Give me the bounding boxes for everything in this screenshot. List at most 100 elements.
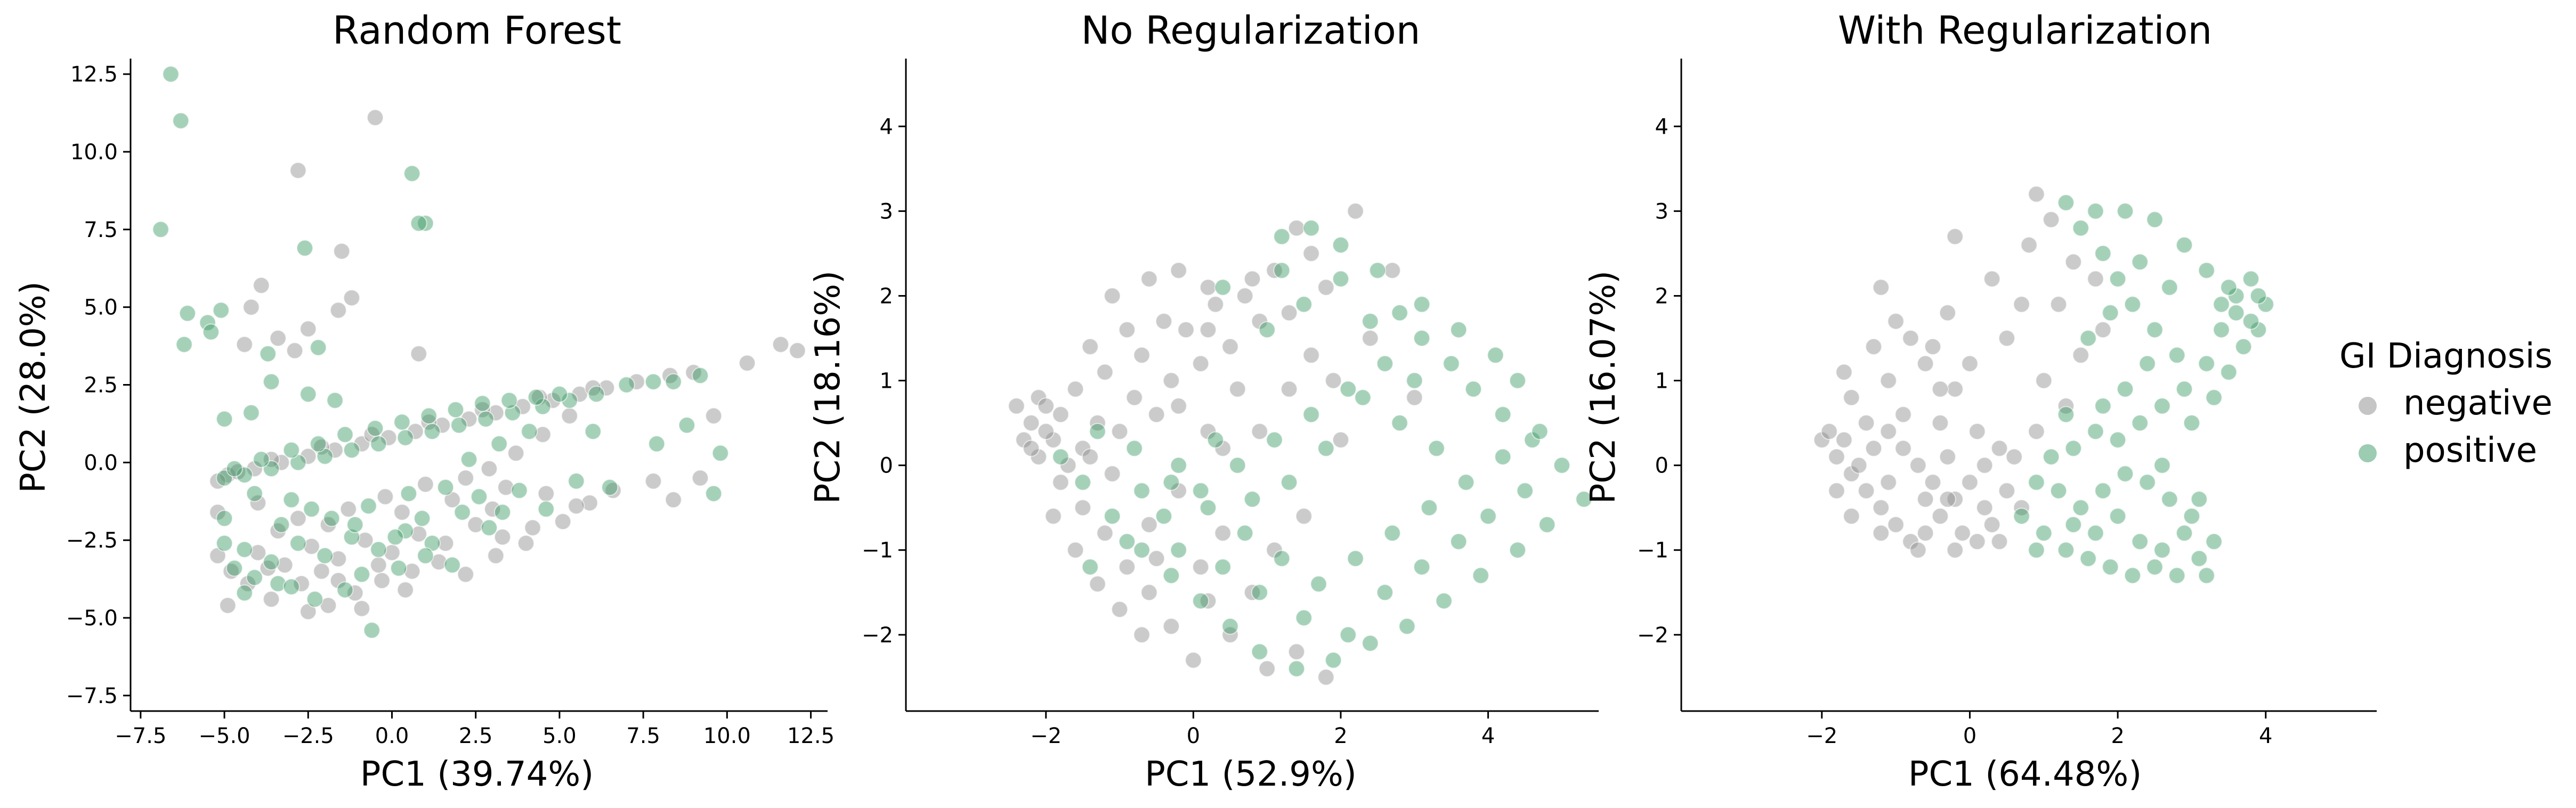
- data-point-positive: [216, 410, 233, 428]
- data-point-positive: [1162, 474, 1180, 491]
- data-point-negative: [1843, 508, 1860, 525]
- data-point-positive: [390, 559, 408, 577]
- data-point-positive: [1229, 456, 1246, 474]
- data-point-negative: [1976, 499, 1994, 517]
- data-point-positive: [2087, 524, 2104, 542]
- data-point-positive: [400, 485, 417, 502]
- data-point-positive: [2249, 287, 2267, 305]
- y-tick-label-no-regularization: 4: [880, 115, 893, 139]
- data-point-negative: [2005, 448, 2023, 466]
- data-point-negative: [1192, 355, 1210, 372]
- data-point-positive: [2131, 253, 2149, 271]
- x-tick-label-random-forest: 12.5: [787, 724, 835, 748]
- data-point-negative: [1089, 575, 1106, 593]
- data-point-negative: [457, 469, 474, 487]
- data-point-positive: [1369, 262, 1387, 279]
- data-point-negative: [367, 109, 384, 126]
- data-point-positive: [1295, 296, 1313, 313]
- data-point-negative: [1118, 321, 1136, 339]
- data-point-positive: [2176, 236, 2193, 254]
- chart-title-no-regularization: No Regularization: [1081, 8, 1421, 53]
- data-point-positive: [2109, 431, 2127, 448]
- data-point-positive: [474, 395, 491, 412]
- chart-panel-random-forest: Random Forest −7.5 −5.0 −2.5 0.0 2.5 5.0 7.5 10…: [14, 8, 835, 794]
- data-point-negative: [1192, 558, 1210, 576]
- data-point-negative: [303, 537, 320, 555]
- data-point-negative: [1236, 287, 1254, 305]
- data-point-positive: [1391, 304, 1408, 322]
- data-point-negative: [1909, 541, 1927, 559]
- data-point-positive: [2057, 406, 2075, 423]
- data-point-positive: [216, 510, 233, 527]
- data-point-negative: [417, 476, 434, 493]
- data-point-negative: [1332, 431, 1349, 448]
- data-point-positive: [1339, 626, 1357, 643]
- data-point-positive: [2028, 474, 2045, 491]
- data-point-positive: [296, 239, 313, 257]
- legend-label-positive: positive: [2403, 431, 2537, 470]
- chart-panel-with-regularization: With Regularization −2 0 2 4 −2 −1 0 1 2 3 4 PC1 (…: [1584, 8, 2377, 794]
- data-point-positive: [2102, 558, 2119, 576]
- data-point-positive: [1332, 270, 1349, 288]
- data-point-negative: [299, 320, 317, 338]
- data-point-negative: [554, 513, 572, 530]
- data-point-negative: [1295, 508, 1313, 525]
- data-point-negative: [494, 528, 511, 546]
- x-tick-label-with-regularization: 2: [2111, 724, 2124, 748]
- data-point-negative: [1140, 584, 1158, 601]
- data-point-positive: [1494, 406, 1512, 423]
- data-point-negative: [1170, 262, 1187, 279]
- x-tick-label-random-forest: 7.5: [626, 724, 660, 748]
- y-axis-label-no-regularization: PC2 (18.16%): [808, 271, 848, 504]
- x-tick-label-no-regularization: 4: [1481, 724, 1495, 748]
- legend: GI Diagnosis negative positive: [2339, 337, 2553, 470]
- data-point-positive: [1206, 431, 1224, 448]
- data-point-positive: [310, 435, 327, 453]
- data-point-negative: [249, 544, 266, 561]
- data-point-positive: [2131, 414, 2149, 432]
- data-point-positive: [2183, 414, 2200, 432]
- data-point-negative: [380, 429, 398, 446]
- data-point-negative: [329, 301, 347, 319]
- data-point-positive: [1494, 448, 1512, 466]
- data-point-positive: [269, 575, 287, 592]
- data-point-negative: [236, 336, 253, 353]
- data-point-negative: [1200, 279, 1217, 296]
- data-point-negative: [1894, 406, 1912, 423]
- data-point-positive: [1457, 474, 1475, 491]
- data-point-positive: [1192, 592, 1210, 610]
- data-point-positive: [2153, 541, 2171, 559]
- y-tick-label-random-forest: 7.5: [84, 218, 118, 242]
- data-point-negative: [457, 566, 474, 583]
- data-point-positive: [437, 479, 455, 496]
- data-point-negative: [1155, 313, 1172, 330]
- data-point-positive: [2028, 541, 2045, 559]
- data-point-positive: [414, 510, 431, 527]
- data-point-positive: [450, 417, 468, 434]
- data-point-negative: [1406, 389, 1423, 406]
- data-point-negative: [1288, 219, 1305, 237]
- data-point-positive: [1516, 482, 1534, 500]
- data-point-positive: [443, 556, 461, 574]
- data-point-negative: [474, 401, 491, 419]
- data-point-negative: [544, 391, 562, 409]
- data-point-positive: [2168, 567, 2186, 584]
- data-point-positive: [225, 460, 243, 477]
- data-point-positive: [353, 566, 370, 583]
- data-point-positive: [1420, 499, 1438, 517]
- data-point-positive: [2117, 465, 2134, 483]
- data-point-positive: [236, 584, 253, 602]
- data-point-positive: [1362, 313, 1379, 330]
- data-point-positive: [711, 444, 729, 462]
- data-point-positive: [1383, 524, 1401, 542]
- data-point-negative: [1383, 262, 1401, 279]
- data-point-negative: [1148, 406, 1165, 423]
- data-point-negative: [537, 485, 555, 502]
- y-tick-label-no-regularization: 3: [880, 199, 893, 224]
- data-point-negative: [1170, 397, 1187, 415]
- data-point-negative: [1835, 431, 1853, 448]
- data-point-positive: [1509, 541, 1526, 559]
- data-point-negative: [1067, 541, 1084, 559]
- data-point-positive: [2235, 338, 2253, 355]
- data-point-negative: [1946, 380, 1964, 398]
